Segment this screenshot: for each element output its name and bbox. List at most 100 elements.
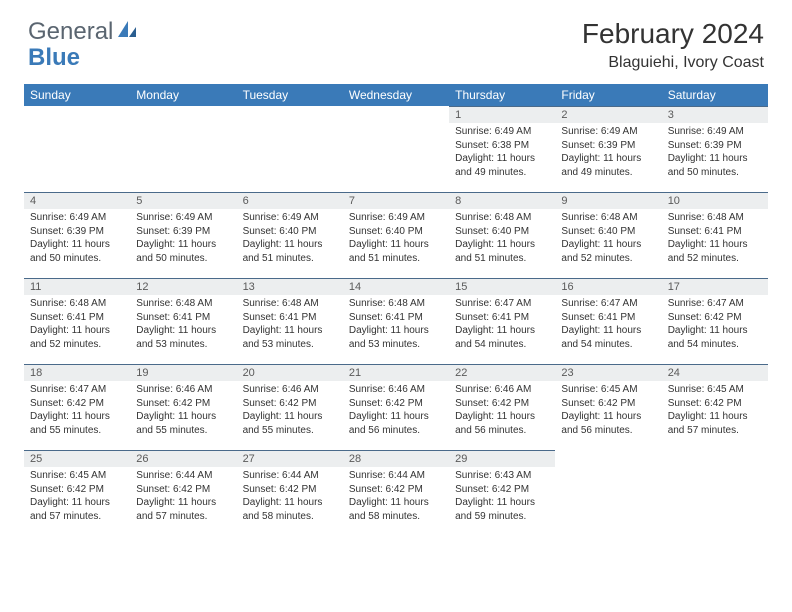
day-number: 14 [343, 278, 449, 295]
day-number: 1 [449, 106, 555, 123]
calendar-cell: 10Sunrise: 6:48 AMSunset: 6:41 PMDayligh… [662, 192, 768, 278]
day-daylight2: and 51 minutes. [349, 252, 443, 266]
day-sunrise: Sunrise: 6:48 AM [30, 297, 124, 311]
day-sunrise: Sunrise: 6:49 AM [668, 125, 762, 139]
day-sunset: Sunset: 6:41 PM [243, 311, 337, 325]
day-number: 23 [555, 364, 661, 381]
day-daylight1: Daylight: 11 hours [455, 324, 549, 338]
day-daylight2: and 53 minutes. [243, 338, 337, 352]
day-sunrise: Sunrise: 6:49 AM [30, 211, 124, 225]
day-daylight1: Daylight: 11 hours [455, 410, 549, 424]
day-details: Sunrise: 6:48 AMSunset: 6:40 PMDaylight:… [449, 209, 555, 269]
day-daylight1: Daylight: 11 hours [243, 496, 337, 510]
calendar-cell: 8Sunrise: 6:48 AMSunset: 6:40 PMDaylight… [449, 192, 555, 278]
day-details: Sunrise: 6:47 AMSunset: 6:42 PMDaylight:… [662, 295, 768, 355]
day-details: Sunrise: 6:49 AMSunset: 6:39 PMDaylight:… [555, 123, 661, 183]
day-details: Sunrise: 6:45 AMSunset: 6:42 PMDaylight:… [555, 381, 661, 441]
day-sunset: Sunset: 6:42 PM [30, 397, 124, 411]
calendar-cell [343, 106, 449, 192]
day-details: Sunrise: 6:49 AMSunset: 6:39 PMDaylight:… [24, 209, 130, 269]
day-details: Sunrise: 6:43 AMSunset: 6:42 PMDaylight:… [449, 467, 555, 527]
calendar-row: 18Sunrise: 6:47 AMSunset: 6:42 PMDayligh… [24, 364, 768, 450]
day-details: Sunrise: 6:47 AMSunset: 6:41 PMDaylight:… [449, 295, 555, 355]
day-daylight2: and 55 minutes. [136, 424, 230, 438]
weekday-header: Thursday [449, 84, 555, 106]
day-details: Sunrise: 6:48 AMSunset: 6:41 PMDaylight:… [130, 295, 236, 355]
calendar-cell: 6Sunrise: 6:49 AMSunset: 6:40 PMDaylight… [237, 192, 343, 278]
day-number: 19 [130, 364, 236, 381]
calendar-cell: 16Sunrise: 6:47 AMSunset: 6:41 PMDayligh… [555, 278, 661, 364]
calendar-cell: 28Sunrise: 6:44 AMSunset: 6:42 PMDayligh… [343, 450, 449, 536]
day-daylight1: Daylight: 11 hours [561, 410, 655, 424]
day-sunset: Sunset: 6:41 PM [136, 311, 230, 325]
day-sunset: Sunset: 6:41 PM [349, 311, 443, 325]
day-daylight2: and 49 minutes. [561, 166, 655, 180]
weekday-header-row: Sunday Monday Tuesday Wednesday Thursday… [24, 84, 768, 106]
calendar-body: 1Sunrise: 6:49 AMSunset: 6:38 PMDaylight… [24, 106, 768, 536]
day-details: Sunrise: 6:44 AMSunset: 6:42 PMDaylight:… [237, 467, 343, 527]
calendar-cell: 26Sunrise: 6:44 AMSunset: 6:42 PMDayligh… [130, 450, 236, 536]
day-daylight1: Daylight: 11 hours [349, 238, 443, 252]
day-sunrise: Sunrise: 6:48 AM [349, 297, 443, 311]
calendar-cell: 17Sunrise: 6:47 AMSunset: 6:42 PMDayligh… [662, 278, 768, 364]
day-daylight1: Daylight: 11 hours [243, 238, 337, 252]
day-number: 29 [449, 450, 555, 467]
day-details: Sunrise: 6:48 AMSunset: 6:41 PMDaylight:… [662, 209, 768, 269]
day-sunrise: Sunrise: 6:46 AM [349, 383, 443, 397]
day-daylight1: Daylight: 11 hours [243, 324, 337, 338]
day-sunset: Sunset: 6:42 PM [349, 483, 443, 497]
calendar-cell: 18Sunrise: 6:47 AMSunset: 6:42 PMDayligh… [24, 364, 130, 450]
day-details: Sunrise: 6:46 AMSunset: 6:42 PMDaylight:… [343, 381, 449, 441]
day-sunset: Sunset: 6:39 PM [668, 139, 762, 153]
day-sunset: Sunset: 6:39 PM [561, 139, 655, 153]
day-sunset: Sunset: 6:38 PM [455, 139, 549, 153]
day-daylight2: and 58 minutes. [349, 510, 443, 524]
day-details: Sunrise: 6:49 AMSunset: 6:40 PMDaylight:… [237, 209, 343, 269]
day-sunset: Sunset: 6:42 PM [243, 483, 337, 497]
calendar-cell: 27Sunrise: 6:44 AMSunset: 6:42 PMDayligh… [237, 450, 343, 536]
day-daylight2: and 54 minutes. [561, 338, 655, 352]
day-daylight1: Daylight: 11 hours [561, 324, 655, 338]
day-sunrise: Sunrise: 6:46 AM [136, 383, 230, 397]
weekday-header: Friday [555, 84, 661, 106]
calendar-cell: 24Sunrise: 6:45 AMSunset: 6:42 PMDayligh… [662, 364, 768, 450]
day-sunset: Sunset: 6:42 PM [136, 397, 230, 411]
day-daylight2: and 51 minutes. [455, 252, 549, 266]
calendar-cell: 5Sunrise: 6:49 AMSunset: 6:39 PMDaylight… [130, 192, 236, 278]
day-sunrise: Sunrise: 6:43 AM [455, 469, 549, 483]
day-sunset: Sunset: 6:39 PM [136, 225, 230, 239]
logo-sail-icon [116, 19, 138, 46]
day-sunrise: Sunrise: 6:49 AM [455, 125, 549, 139]
day-details: Sunrise: 6:46 AMSunset: 6:42 PMDaylight:… [237, 381, 343, 441]
day-daylight2: and 50 minutes. [136, 252, 230, 266]
day-daylight1: Daylight: 11 hours [668, 238, 762, 252]
day-sunrise: Sunrise: 6:49 AM [561, 125, 655, 139]
day-daylight2: and 51 minutes. [243, 252, 337, 266]
day-details: Sunrise: 6:45 AMSunset: 6:42 PMDaylight:… [24, 467, 130, 527]
day-number: 6 [237, 192, 343, 209]
day-sunset: Sunset: 6:42 PM [349, 397, 443, 411]
calendar-cell: 15Sunrise: 6:47 AMSunset: 6:41 PMDayligh… [449, 278, 555, 364]
day-sunrise: Sunrise: 6:48 AM [243, 297, 337, 311]
day-sunrise: Sunrise: 6:46 AM [243, 383, 337, 397]
day-details: Sunrise: 6:44 AMSunset: 6:42 PMDaylight:… [343, 467, 449, 527]
day-daylight1: Daylight: 11 hours [668, 152, 762, 166]
day-number: 27 [237, 450, 343, 467]
day-number: 21 [343, 364, 449, 381]
day-daylight1: Daylight: 11 hours [243, 410, 337, 424]
day-number: 9 [555, 192, 661, 209]
day-sunset: Sunset: 6:42 PM [455, 397, 549, 411]
day-daylight1: Daylight: 11 hours [136, 324, 230, 338]
day-number: 25 [24, 450, 130, 467]
day-sunset: Sunset: 6:41 PM [30, 311, 124, 325]
day-sunset: Sunset: 6:42 PM [561, 397, 655, 411]
day-daylight1: Daylight: 11 hours [136, 496, 230, 510]
calendar-cell: 1Sunrise: 6:49 AMSunset: 6:38 PMDaylight… [449, 106, 555, 192]
calendar-cell [555, 450, 661, 536]
day-number: 15 [449, 278, 555, 295]
calendar-cell: 21Sunrise: 6:46 AMSunset: 6:42 PMDayligh… [343, 364, 449, 450]
calendar-cell: 25Sunrise: 6:45 AMSunset: 6:42 PMDayligh… [24, 450, 130, 536]
day-sunset: Sunset: 6:42 PM [30, 483, 124, 497]
day-daylight1: Daylight: 11 hours [30, 410, 124, 424]
day-daylight2: and 52 minutes. [668, 252, 762, 266]
